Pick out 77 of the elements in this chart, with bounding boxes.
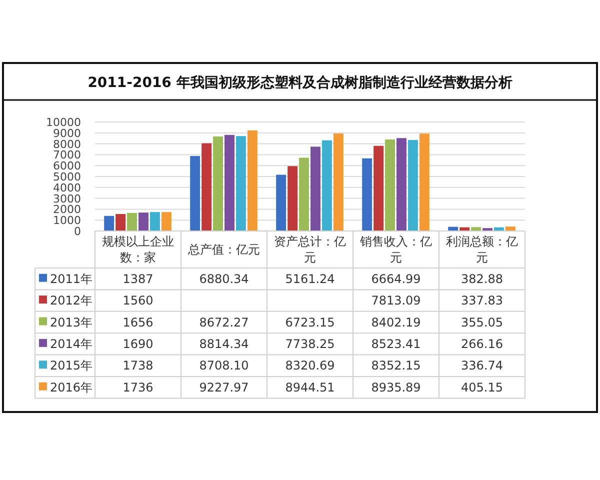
bar bbox=[299, 158, 309, 231]
data-label: 1387 bbox=[122, 272, 154, 286]
bar bbox=[213, 136, 223, 231]
data-label: 336.74 bbox=[461, 358, 503, 373]
data-label: 8402.19 bbox=[371, 315, 421, 330]
bar bbox=[236, 136, 246, 231]
data-label: 6723.15 bbox=[285, 315, 335, 330]
bar bbox=[116, 214, 126, 231]
data-label: 382.88 bbox=[461, 272, 503, 286]
bar bbox=[190, 156, 200, 231]
y-tick-label: 1000 bbox=[53, 214, 81, 228]
x-tick-label: 总产值：亿元 bbox=[187, 242, 260, 256]
bar bbox=[138, 212, 148, 231]
chart-title: 2011-2016 年我国初级形态塑料及合成树脂制造行业经营数据分析 bbox=[88, 74, 512, 91]
data-label: 5161.24 bbox=[285, 272, 335, 286]
x-tick-label: 规模以上企业数：家 bbox=[102, 234, 174, 264]
y-tick-label: 10000 bbox=[46, 116, 81, 129]
legend-label: 2015年 bbox=[50, 358, 93, 373]
data-label: 8320.69 bbox=[285, 358, 335, 373]
data-label: 1656 bbox=[122, 315, 154, 330]
bar bbox=[408, 140, 418, 231]
data-label: 355.05 bbox=[461, 315, 503, 330]
y-tick-label: 6000 bbox=[53, 160, 81, 173]
bar bbox=[224, 134, 234, 231]
data-label: 405.15 bbox=[461, 380, 503, 394]
bar bbox=[362, 158, 372, 231]
x-tick-label: 销售收入：亿元 bbox=[359, 234, 432, 264]
data-label: 1690 bbox=[122, 336, 154, 351]
data-label: 7813.09 bbox=[371, 294, 421, 308]
data-label: 7738.25 bbox=[285, 336, 335, 351]
bar bbox=[419, 134, 430, 231]
bar bbox=[288, 166, 298, 231]
bar bbox=[247, 130, 258, 231]
data-label: 8523.41 bbox=[371, 336, 421, 351]
legend-label: 2014年 bbox=[50, 336, 93, 351]
bar bbox=[276, 174, 286, 231]
y-tick-label: 4000 bbox=[53, 181, 81, 194]
data-label: 266.16 bbox=[461, 336, 503, 351]
bar bbox=[322, 140, 332, 231]
bar bbox=[385, 139, 395, 231]
bar bbox=[374, 146, 384, 231]
y-tick-label: 2000 bbox=[53, 203, 81, 216]
legend-label: 2016年 bbox=[50, 380, 93, 394]
bar bbox=[471, 227, 481, 231]
data-label: 9227.97 bbox=[199, 380, 249, 394]
bar bbox=[127, 212, 137, 231]
data-label: 8944.51 bbox=[285, 380, 335, 394]
bar bbox=[202, 143, 212, 231]
bar bbox=[333, 134, 344, 231]
data-label: 1736 bbox=[122, 380, 154, 394]
data-label: 8935.89 bbox=[371, 380, 421, 394]
bar bbox=[150, 212, 160, 231]
legend-label: 2011年 bbox=[50, 272, 93, 286]
data-label: 8672.27 bbox=[199, 315, 249, 330]
y-tick-label: 3000 bbox=[53, 192, 81, 206]
x-tick-label: 利润总额：亿元 bbox=[446, 234, 518, 264]
data-label: 337.83 bbox=[461, 294, 503, 308]
data-label: 8352.15 bbox=[371, 358, 421, 373]
bar bbox=[161, 212, 172, 231]
bar bbox=[310, 146, 320, 231]
data-label: 8814.34 bbox=[199, 336, 249, 351]
legend-label: 2012年 bbox=[50, 294, 93, 308]
y-tick-label: 5000 bbox=[53, 170, 81, 184]
bar bbox=[396, 138, 406, 231]
data-label: 8708.10 bbox=[199, 358, 249, 373]
legend-label: 2013年 bbox=[50, 315, 93, 330]
data-label: 6664.99 bbox=[371, 272, 421, 286]
y-tick-label: 7000 bbox=[53, 148, 81, 162]
data-label: 6880.34 bbox=[199, 272, 249, 286]
y-tick-label: 8000 bbox=[53, 138, 81, 151]
y-tick-label: 0 bbox=[74, 225, 81, 238]
y-tick-label: 9000 bbox=[53, 126, 81, 140]
data-label: 1560 bbox=[122, 294, 154, 308]
bar bbox=[505, 226, 516, 231]
x-tick-label: 资产总计：亿元 bbox=[274, 234, 346, 264]
bar bbox=[104, 216, 114, 231]
data-label: 1738 bbox=[122, 358, 154, 373]
